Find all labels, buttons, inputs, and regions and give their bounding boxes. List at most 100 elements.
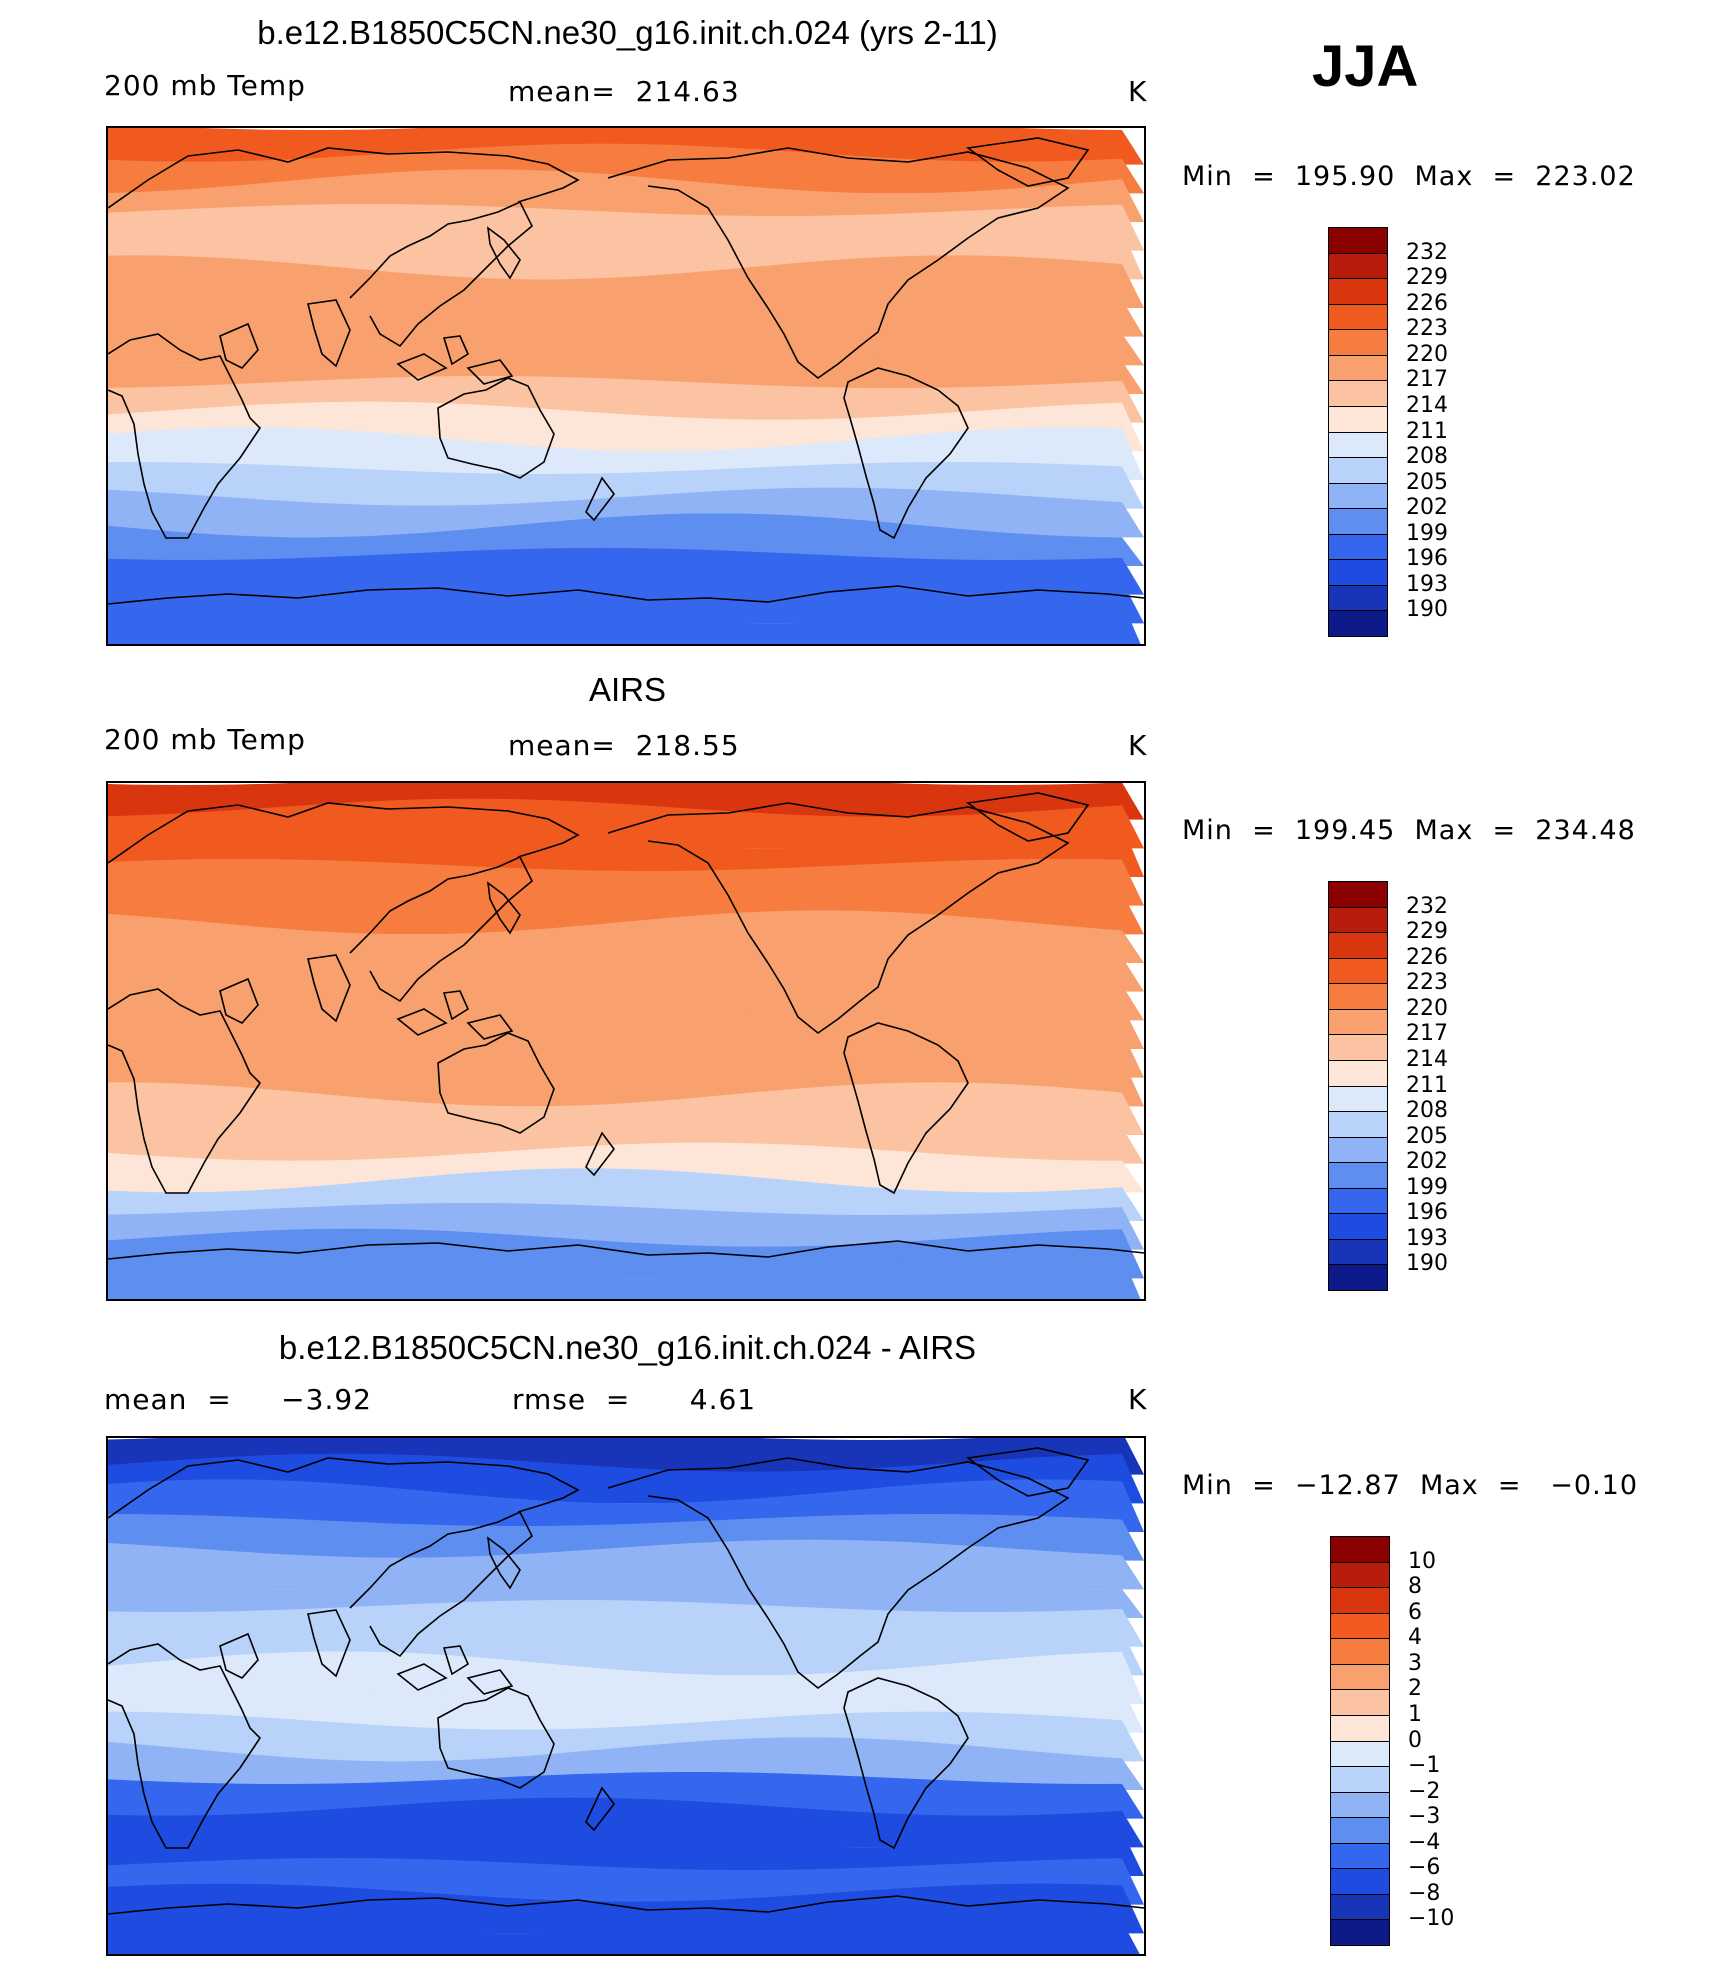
colorbar-2-swatch-7 bbox=[1328, 1034, 1388, 1061]
panel-1-colorbar: 232 229 226 223 220 217 214 211 208 205 202 199 196 1… bbox=[1328, 227, 1448, 637]
coastline-3-7 bbox=[437, 1687, 555, 1789]
colorbar-2-label-8: 211 bbox=[1406, 1072, 1448, 1098]
coastline-1-10 bbox=[965, 137, 1090, 187]
contour-band-6 bbox=[108, 910, 1144, 963]
coastline-2-6 bbox=[396, 990, 514, 1040]
panel-1-title: b.e12.B1850C5CN.ne30_g16.init.ch.024 (yr… bbox=[257, 14, 998, 51]
colorbar-3-swatch-10 bbox=[1330, 1766, 1390, 1793]
colorbar-2-swatch-11 bbox=[1328, 1136, 1388, 1164]
colorbar-2-label-11: 202 bbox=[1406, 1149, 1448, 1175]
contour-band-12 bbox=[108, 1737, 1144, 1790]
panel-2-variable-label: 200 mb Temp bbox=[104, 723, 306, 756]
colorbar-1-label-3: 226 bbox=[1406, 290, 1448, 316]
colorbar-2-swatch-3 bbox=[1328, 932, 1388, 959]
coastline-1-3 bbox=[219, 299, 351, 369]
colorbar-1-swatch-9 bbox=[1328, 431, 1388, 459]
colorbar-2-label-1: 232 bbox=[1406, 893, 1448, 919]
colorbar-2-label-2: 229 bbox=[1406, 919, 1448, 945]
colorbar-1-swatch-4 bbox=[1328, 303, 1388, 331]
panel-3-title: b.e12.B1850C5CN.ne30_g16.init.ch.024 - A… bbox=[278, 1329, 977, 1366]
contour-band-8 bbox=[108, 315, 1144, 366]
colorbar-3-swatch-4 bbox=[1330, 1612, 1390, 1640]
colorbar-3-swatch-2 bbox=[1330, 1561, 1390, 1589]
panel-2-units-label: K bbox=[1128, 729, 1148, 762]
panel-1-minmax: Min = 195.90 Max = 223.02 bbox=[1182, 161, 1636, 192]
colorbar-1-swatch-13 bbox=[1328, 533, 1388, 561]
coastline-1-7 bbox=[437, 377, 555, 479]
colorbar-2-swatch-2 bbox=[1328, 906, 1388, 934]
colorbar-1-label-14: 193 bbox=[1406, 571, 1448, 597]
coastline-3-9 bbox=[607, 1457, 1070, 1689]
colorbar-3-label-11: −3 bbox=[1408, 1804, 1441, 1830]
panel-3-mean-label: mean = −3.92 bbox=[104, 1383, 372, 1416]
colorbar-3-label-4: 4 bbox=[1408, 1625, 1422, 1651]
colorbar-3-label-1: 10 bbox=[1408, 1548, 1436, 1574]
colorbar-3-label-5: 3 bbox=[1408, 1650, 1422, 1676]
coastline-2-7 bbox=[437, 1032, 555, 1134]
panel-2-mean-label: mean= 218.55 bbox=[508, 729, 740, 762]
colorbar-1-label-2: 229 bbox=[1406, 265, 1448, 291]
colorbar-3-label-12: −4 bbox=[1408, 1829, 1441, 1855]
colorbar-3-swatch-3 bbox=[1330, 1587, 1390, 1614]
colorbar-2-swatch-1 bbox=[1328, 881, 1388, 908]
contour-band-18 bbox=[108, 599, 1141, 644]
colorbar-2-label-4: 223 bbox=[1406, 970, 1448, 996]
coastline-2-12 bbox=[108, 1240, 1144, 1260]
colorbar-1-swatch-12 bbox=[1328, 508, 1388, 535]
colorbar-2-label-5: 220 bbox=[1406, 995, 1448, 1021]
colorbar-1-label-7: 214 bbox=[1406, 392, 1448, 418]
colorbar-1-swatch-14 bbox=[1328, 559, 1388, 586]
colorbar-3-swatch-13 bbox=[1330, 1842, 1390, 1870]
colorbar-2-label-13: 196 bbox=[1406, 1200, 1448, 1226]
colorbar-3-swatch-7 bbox=[1330, 1689, 1390, 1716]
colorbar-2-label-7: 214 bbox=[1406, 1046, 1448, 1072]
panel-3-minmax: Min = −12.87 Max = −0.10 bbox=[1182, 1470, 1639, 1501]
panel-1-mean-label: mean= 214.63 bbox=[508, 75, 740, 108]
panel-2-map-svg bbox=[108, 783, 1144, 1299]
panel-1-variable-label: 200 mb Temp bbox=[104, 69, 306, 102]
colorbar-3-label-13: −6 bbox=[1408, 1855, 1441, 1881]
colorbar-2-swatch-9 bbox=[1328, 1085, 1388, 1113]
colorbar-2-label-9: 208 bbox=[1406, 1098, 1448, 1124]
colorbar-1-label-12: 199 bbox=[1406, 520, 1448, 546]
colorbar-1-swatch-8 bbox=[1328, 405, 1388, 433]
panel-2-title: AIRS bbox=[588, 671, 667, 708]
colorbar-1-label-11: 202 bbox=[1406, 495, 1448, 521]
colorbar-2-label-10: 205 bbox=[1406, 1123, 1448, 1149]
colorbar-3-swatch-9 bbox=[1330, 1740, 1390, 1768]
panel-3-map-svg bbox=[108, 1438, 1144, 1954]
colorbar-2-swatch-10 bbox=[1328, 1111, 1388, 1138]
colorbar-3-label-10: −2 bbox=[1408, 1778, 1441, 1804]
colorbar-2-swatch-8 bbox=[1328, 1059, 1388, 1087]
colorbar-2-swatch-6 bbox=[1328, 1008, 1388, 1036]
panel-2-colorbar: 232 229 226 223 220 217 214 211 208 205 202 199 196 1… bbox=[1328, 881, 1448, 1291]
coastline-3-12 bbox=[108, 1895, 1144, 1915]
coastline-3-1 bbox=[108, 1643, 262, 1849]
contour-band-18 bbox=[108, 1254, 1141, 1299]
coastline-1-5 bbox=[486, 226, 521, 280]
coastline-3-3 bbox=[219, 1609, 351, 1679]
colorbar-3-swatch-14 bbox=[1330, 1868, 1390, 1895]
contour-band-7 bbox=[108, 945, 1144, 992]
contour-band-18 bbox=[108, 1909, 1140, 1954]
colorbar-3-swatch-15 bbox=[1330, 1893, 1390, 1921]
contour-band-15 bbox=[108, 513, 1144, 566]
colorbar-1-label-13: 196 bbox=[1406, 546, 1448, 572]
coastline-1-9 bbox=[607, 147, 1070, 379]
colorbar-3-label-6: 2 bbox=[1408, 1676, 1422, 1702]
colorbar-3-label-15: −10 bbox=[1408, 1906, 1455, 1932]
colorbar-2-label-3: 226 bbox=[1406, 944, 1448, 970]
coastline-3-2 bbox=[108, 1457, 580, 1519]
colorbar-1-label-15: 190 bbox=[1406, 597, 1448, 623]
coastline-3-6 bbox=[396, 1645, 514, 1695]
colorbar-1-swatch-5 bbox=[1328, 329, 1388, 356]
colorbar-1-swatch-10 bbox=[1328, 457, 1388, 484]
coastline-3-8 bbox=[585, 1786, 616, 1832]
colorbar-2-swatch-13 bbox=[1328, 1187, 1388, 1215]
coastline-2-4 bbox=[349, 855, 533, 1003]
panel-1-units-label: K bbox=[1128, 75, 1148, 108]
colorbar-2-swatch-15 bbox=[1328, 1238, 1388, 1266]
colorbar-1-swatch-1 bbox=[1328, 227, 1388, 254]
colorbar-3-swatch-5 bbox=[1330, 1638, 1390, 1665]
coastline-1-8 bbox=[585, 476, 616, 522]
